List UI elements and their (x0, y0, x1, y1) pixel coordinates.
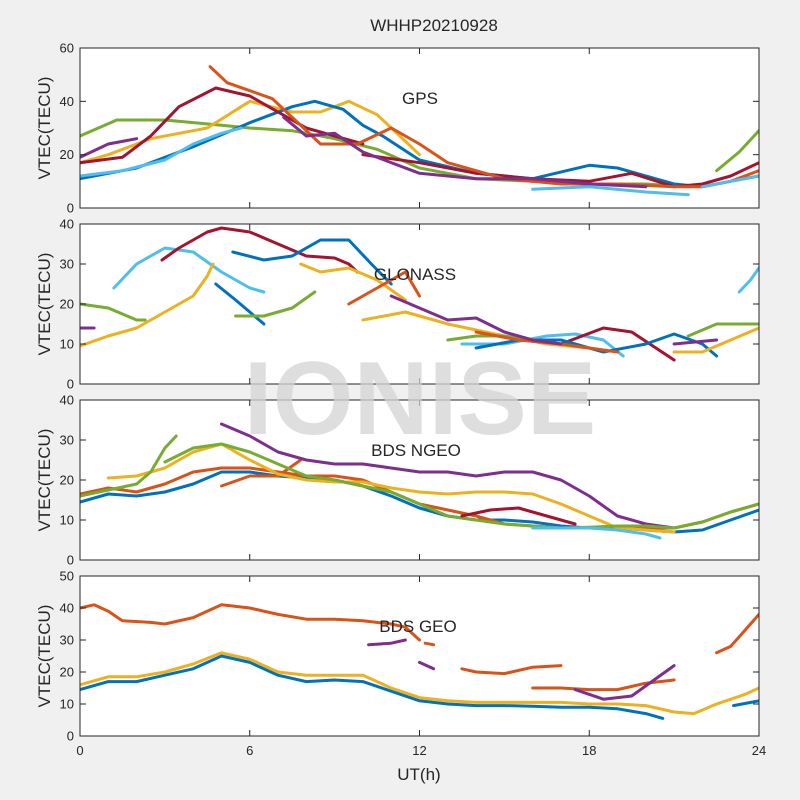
watermark: IONISE (244, 341, 597, 457)
plot-area (80, 576, 759, 736)
series-line-blue (231, 238, 393, 286)
y-tick-label: 20 (60, 147, 74, 162)
y-tick-label: 20 (60, 665, 74, 680)
plot-area (80, 48, 759, 208)
series-line-cyan (531, 526, 662, 540)
y-tick-label: 40 (60, 94, 74, 109)
series-line-blue (80, 654, 665, 720)
x-tick-label: 6 (246, 743, 253, 758)
panel-label: BDS NGEO (371, 441, 461, 460)
y-tick-label: 10 (60, 337, 74, 352)
y-tick-label: 40 (60, 601, 74, 616)
y-tick-label: 0 (67, 729, 74, 744)
series-line-purple (389, 294, 563, 346)
subplot-glonass: 0 10 20 30 40 VTEC(TECU) GLONASS (35, 217, 760, 392)
y-tick-label: 40 (60, 393, 74, 408)
series-line-cyan (80, 126, 243, 178)
subplot-bds-ngeo: 0 10 20 30 40 VTEC(TECU) BDS NGEO (35, 393, 760, 568)
series-line-purple (418, 660, 436, 671)
series-line-purple (282, 115, 648, 189)
panel-label: GPS (402, 89, 438, 108)
series-line-green (686, 322, 759, 338)
series-line-purple (367, 638, 407, 647)
series-line-yellow (80, 651, 759, 716)
y-tick-label: 20 (60, 297, 74, 312)
series-group (80, 603, 759, 720)
y-tick-label: 10 (60, 697, 74, 712)
series-line-green (80, 302, 147, 322)
y-axis-label: VTEC(TECU) (35, 605, 54, 708)
x-tick-label: 18 (582, 743, 596, 758)
series-group (80, 422, 759, 540)
y-tick-label: 10 (60, 513, 74, 528)
y-tick-label: 30 (60, 433, 74, 448)
series-line-yellow (80, 99, 421, 165)
series-line-green (234, 290, 317, 318)
series-line-yellow (106, 442, 676, 534)
series-line-darkred (361, 153, 759, 189)
series-line-darkred (80, 86, 365, 165)
series-line-yellow (299, 262, 407, 302)
x-tick-label: 12 (412, 743, 426, 758)
series-line-orange (208, 65, 759, 189)
figure-title: WHHP20210928 (370, 16, 498, 35)
series-line-blue (732, 699, 759, 708)
series-line-purple (80, 137, 139, 159)
series-line-orange (80, 603, 421, 642)
y-tick-label: 50 (60, 569, 74, 584)
y-tick-label: 30 (60, 257, 74, 272)
y-tick-label: 0 (67, 377, 74, 392)
series-line-purple (573, 664, 676, 701)
y-axis-label: VTEC(TECU) (35, 429, 54, 532)
y-axis-label: VTEC(TECU) (35, 253, 54, 356)
series-line-purple (220, 422, 676, 530)
y-tick-label: 20 (60, 473, 74, 488)
series-line-green (80, 434, 178, 498)
series-line-orange (347, 270, 421, 306)
y-tick-label: 60 (60, 41, 74, 56)
series-line-cyan (112, 246, 266, 294)
y-tick-label: 30 (60, 633, 74, 648)
series-line-purple (672, 338, 719, 346)
x-axis-label: UT(h) (397, 765, 440, 784)
series-line-orange (460, 664, 563, 676)
series-line-green (715, 129, 759, 173)
series-line-darkred (160, 226, 359, 274)
series-line-cyan (700, 174, 759, 189)
series-line-darkred (460, 506, 577, 526)
y-axis-label: VTEC(TECU) (35, 77, 54, 180)
series-line-yellow (672, 326, 759, 354)
series-line-green (163, 442, 759, 530)
series-line-yellow (80, 262, 215, 348)
subplot-bds-geo: 0 10 20 30 40 50 0 6 12 18 24 VTEC(TECU) BDS GEO (35, 569, 766, 759)
series-group (80, 65, 759, 197)
series-line-cyan (737, 266, 759, 294)
x-tick-label: 0 (76, 743, 83, 758)
series-line-orange (423, 641, 436, 647)
panel-label: GLONASS (374, 265, 456, 284)
x-tick-label: 24 (752, 743, 766, 758)
y-tick-label: 0 (67, 553, 74, 568)
subplot-gps: 0 20 40 60 VTEC(TECU) GPS (35, 41, 760, 216)
series-line-orange (715, 612, 759, 655)
y-tick-label: 40 (60, 217, 74, 232)
series-line-cyan (531, 185, 690, 197)
series-group (80, 226, 759, 362)
y-tick-label: 0 (67, 201, 74, 216)
panel-label: BDS GEO (379, 617, 456, 636)
